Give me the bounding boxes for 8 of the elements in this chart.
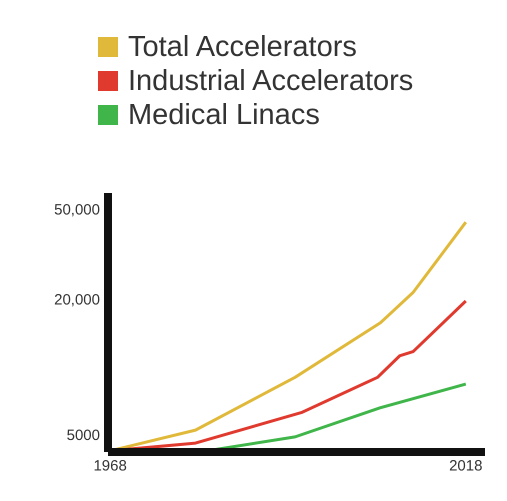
legend-label: Industrial Accelerators bbox=[128, 64, 414, 98]
x-tick-label: 1968 bbox=[93, 458, 127, 475]
y-tick-label: 5000 bbox=[66, 427, 100, 444]
legend-label: Total Accelerators bbox=[128, 30, 357, 64]
y-tick-label: 20,000 bbox=[54, 291, 100, 308]
x-tick-label: 2018 bbox=[449, 458, 482, 475]
y-tick-label: 50,000 bbox=[54, 202, 100, 219]
legend-label: Medical Linacs bbox=[128, 98, 320, 132]
